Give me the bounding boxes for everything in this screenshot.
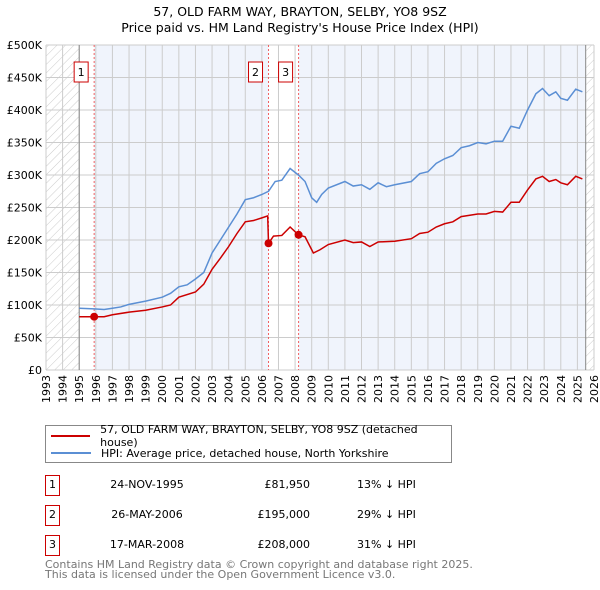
x-tick-label: 1998: [123, 375, 136, 403]
x-tick-label: 2018: [455, 375, 468, 403]
sale-label: 3: [282, 66, 289, 79]
sale-number: 1: [45, 475, 60, 496]
x-tick-label: 2005: [239, 375, 252, 403]
x-tick-label: 2015: [405, 375, 418, 403]
x-tick-label: 2004: [223, 375, 236, 403]
x-tick-label: 2000: [156, 375, 169, 403]
property-price-line: [79, 175, 583, 318]
sale-date: 17-MAR-2008: [109, 538, 185, 551]
y-tick-label: £250K: [7, 202, 43, 215]
x-tick-label: 2001: [173, 375, 186, 403]
sale-date: 26-MAY-2006: [111, 508, 183, 521]
price-chart: 1993 1994 1995 1996 1997 1998 1999 2000 2001 2002…: [7, 39, 600, 403]
sale-number: 3: [45, 535, 60, 556]
y-tick-label: £50K: [14, 332, 43, 345]
y-tick-label: £500K: [7, 39, 43, 52]
x-tick-label: 1995: [73, 375, 86, 403]
x-tick-label: 1999: [140, 375, 153, 403]
y-tick-label: £350K: [7, 137, 43, 150]
x-tick-label: 2003: [206, 375, 219, 403]
footer: Contains HM Land Registry data © Crown c…: [45, 558, 473, 581]
x-tick-label: 1997: [106, 375, 119, 403]
legend-swatch: [51, 435, 91, 437]
y-tick-label: £400K: [7, 104, 43, 117]
y-tick-label: £450K: [7, 72, 43, 85]
x-tick-label: 1993: [40, 375, 53, 403]
x-tick-label: 2002: [189, 375, 202, 403]
sale-number: 2: [45, 505, 60, 526]
footer-line: Contains HM Land Registry data © Crown c…: [45, 558, 473, 571]
y-tick-label: £300K: [7, 169, 43, 182]
x-tick-label: 2023: [538, 375, 551, 403]
legend-label: 57, OLD FARM WAY, BRAYTON, SELBY, YO8 9S…: [100, 423, 418, 449]
x-tick-label: 2013: [372, 375, 385, 403]
y-tick-label: £200K: [7, 234, 43, 247]
sale-hpi-diff: 29% ↓ HPI: [357, 508, 416, 521]
sale-label-box: [248, 61, 264, 83]
sale-row: 2 26-MAY-2006 £195,000 29% ↓ HPI: [45, 505, 465, 526]
legend-item-property: 57, OLD FARM WAY, BRAYTON, SELBY, YO8 9S…: [51, 423, 451, 449]
x-tick-label: 2022: [522, 375, 535, 403]
legend-label: HPI: Average price, detached house, Nort…: [101, 446, 389, 460]
chart-title: 57, OLD FARM WAY, BRAYTON, SELBY, YO8 9S…: [153, 4, 447, 19]
sale-price: £195,000: [257, 508, 311, 521]
x-tick-label: 2019: [472, 375, 485, 403]
sale-label: 2: [252, 66, 259, 79]
x-tick-label: 2012: [356, 375, 369, 403]
sale-point: [264, 239, 273, 248]
x-tick-label: 2011: [339, 375, 352, 403]
x-tick-label: 2021: [505, 375, 518, 403]
x-tick-label: 2026: [588, 375, 600, 403]
legend-swatch: [51, 452, 91, 454]
sale-label: 1: [78, 66, 85, 79]
sale-label-box: [278, 61, 294, 83]
footer-line: This data is licensed under the Open Gov…: [45, 568, 396, 581]
x-tick-label: 1994: [57, 375, 70, 403]
x-tick-label: 2010: [322, 375, 335, 403]
x-tick-label: 2024: [555, 375, 568, 403]
y-tick-label: £150K: [7, 267, 43, 280]
sale-price: £81,950: [264, 478, 311, 491]
sale-row: 3 17-MAR-2008 £208,000 31% ↓ HPI: [45, 535, 465, 556]
sale-date: 24-NOV-1995: [110, 478, 184, 491]
x-tick-label: 2008: [289, 375, 302, 403]
legend: 57, OLD FARM WAY, BRAYTON, SELBY, YO8 9S…: [45, 423, 452, 463]
x-tick-label: 1996: [90, 375, 103, 403]
chart-subtitle: Price paid vs. HM Land Registry's House …: [121, 20, 479, 35]
x-tick-label: 2009: [306, 375, 319, 403]
y-tick-label: £100K: [7, 299, 43, 312]
sale-point: [294, 230, 303, 239]
sale-price: £208,000: [257, 538, 311, 551]
sale-hpi-diff: 13% ↓ HPI: [357, 478, 416, 491]
hpi-line: [79, 87, 583, 311]
legend-item-hpi: HPI: Average price, detached house, Nort…: [51, 445, 389, 461]
x-tick-label: 2007: [272, 375, 285, 403]
sale-hpi-diff: 31% ↓ HPI: [357, 538, 416, 551]
x-tick-label: 2025: [571, 375, 584, 403]
x-tick-label: 2006: [256, 375, 269, 403]
y-tick-label: £0: [28, 364, 42, 377]
sale-label-box: [73, 61, 89, 83]
sale-row: 1 24-NOV-1995 £81,950 13% ↓ HPI: [45, 475, 465, 496]
x-tick-label: 2014: [389, 375, 402, 403]
sale-point: [90, 312, 99, 321]
x-tick-label: 2020: [488, 375, 501, 403]
x-tick-label: 2017: [439, 375, 452, 403]
x-tick-label: 2016: [422, 375, 435, 403]
